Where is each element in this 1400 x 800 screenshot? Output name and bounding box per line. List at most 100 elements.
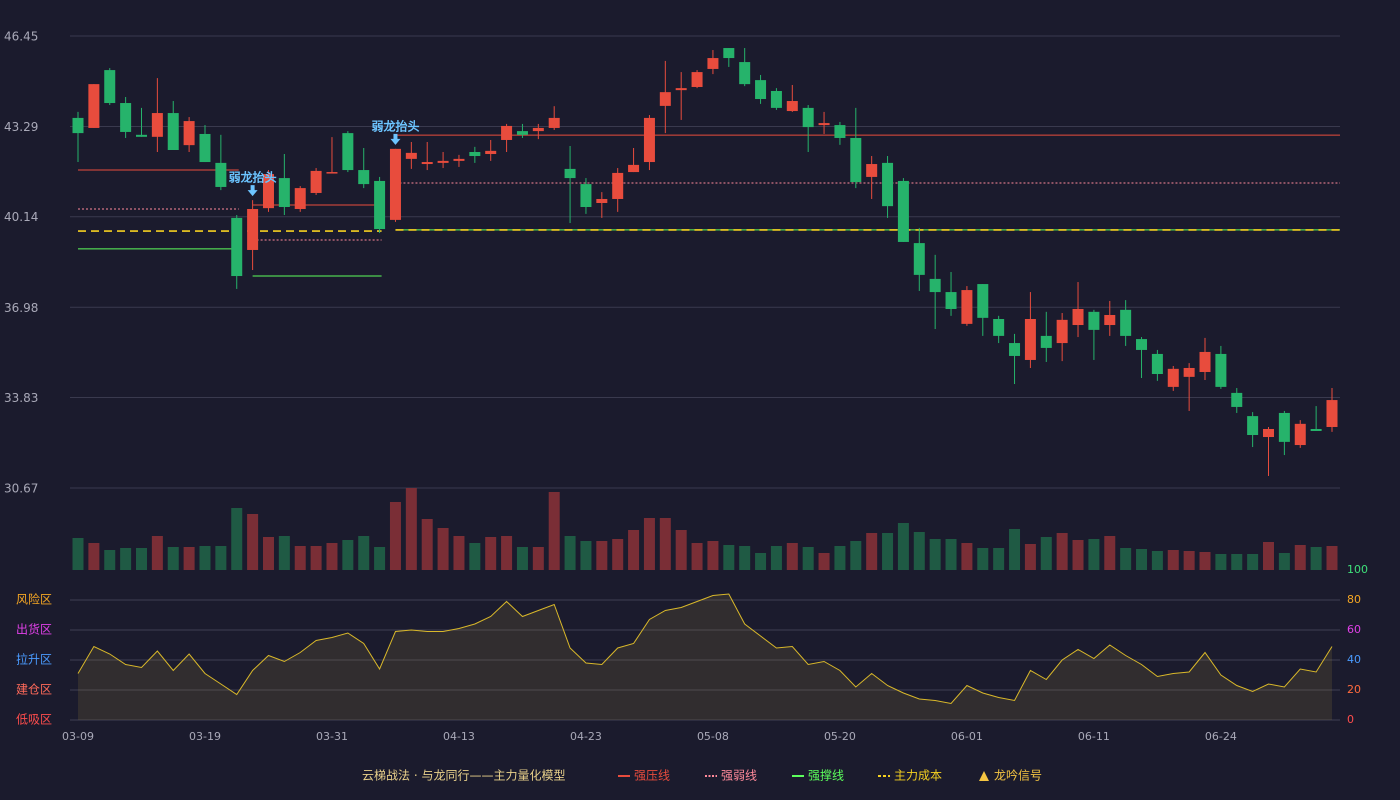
- candle-body: [342, 133, 354, 171]
- zone-label: 拉升区: [16, 652, 52, 667]
- y2-tick-label: 20: [1347, 683, 1361, 696]
- volume-bar: [215, 546, 227, 570]
- volume-bar: [628, 530, 640, 570]
- candle-body: [389, 148, 401, 220]
- volume-bar: [501, 536, 513, 570]
- x-tick-label: 04-13: [443, 730, 475, 743]
- candle-body: [1024, 319, 1036, 360]
- zone-label: 低吸区: [16, 713, 52, 727]
- volume-bar: [612, 539, 624, 570]
- candle-body: [120, 103, 132, 132]
- volume-bar: [1310, 547, 1322, 570]
- volume-bar: [278, 536, 290, 570]
- volume-bar: [882, 533, 894, 570]
- volume-bar: [1215, 554, 1227, 570]
- volume-bar: [516, 547, 528, 570]
- candle-body: [1263, 428, 1275, 438]
- candle-body: [707, 58, 719, 69]
- zone-label: 建仓区: [16, 683, 52, 697]
- candle-body: [961, 290, 973, 324]
- candle-body: [294, 188, 306, 210]
- candle-body: [485, 150, 497, 155]
- candle-body: [691, 72, 703, 87]
- candle-body: [437, 160, 449, 163]
- candle-body: [1215, 353, 1227, 387]
- x-tick-label: 05-08: [697, 730, 729, 743]
- candle-body: [834, 125, 846, 138]
- volume-bar: [326, 543, 338, 570]
- candle-body: [88, 84, 100, 128]
- candle-body: [374, 180, 386, 230]
- volume-bar: [310, 546, 322, 570]
- volume-bar: [374, 547, 386, 570]
- candle-body: [1183, 367, 1195, 377]
- candle-body: [739, 62, 751, 85]
- y2-tick-label: 0: [1347, 713, 1354, 726]
- annotation-arrow: [247, 185, 258, 197]
- candle-body: [1009, 343, 1021, 356]
- candle-body: [580, 184, 592, 208]
- candle-body: [913, 243, 925, 275]
- volume-bar: [1104, 536, 1116, 570]
- candle-body: [882, 162, 894, 207]
- candle-body: [659, 92, 671, 106]
- volume-bar: [405, 488, 417, 570]
- volume-bar: [294, 546, 306, 570]
- candle-body: [548, 117, 560, 128]
- volume-bar: [1024, 544, 1036, 570]
- volume-bar: [135, 548, 147, 570]
- candle-body: [1056, 319, 1068, 344]
- x-tick-label: 03-09: [62, 730, 94, 743]
- candle-body: [770, 90, 782, 108]
- volume-bar: [262, 537, 274, 570]
- candle-body: [1231, 392, 1243, 407]
- volume-bar: [564, 536, 576, 570]
- volume-bar: [389, 502, 401, 570]
- x-tick-label: 04-23: [570, 730, 602, 743]
- candle-body: [1310, 428, 1322, 431]
- volume-bar: [850, 541, 862, 570]
- candle-body: [405, 152, 417, 159]
- y2-tick-label: 40: [1347, 653, 1361, 666]
- volume-bar: [1040, 537, 1052, 570]
- volume-bar: [532, 547, 544, 570]
- candle-body: [643, 117, 655, 163]
- y-tick-label: 36.98: [4, 301, 38, 315]
- candle-body: [326, 172, 338, 174]
- y2-tick-label: 100: [1347, 563, 1368, 576]
- y-tick-label: 33.83: [4, 391, 38, 405]
- legend-label: 强弱线: [721, 769, 757, 783]
- candle-body: [1104, 314, 1116, 326]
- candle-body: [802, 107, 814, 128]
- candle-body: [897, 180, 909, 242]
- volume-bar: [1278, 553, 1290, 570]
- y2-tick-label: 80: [1347, 593, 1361, 606]
- volume-bar: [1009, 529, 1021, 570]
- volume-bar: [596, 541, 608, 570]
- volume-bar: [342, 540, 354, 570]
- candle-body: [1072, 308, 1084, 326]
- candle-body: [262, 174, 274, 209]
- volume-bar: [1199, 552, 1211, 570]
- volume-bar: [485, 537, 497, 570]
- volume-bar: [1183, 551, 1195, 570]
- volume-bar: [88, 543, 100, 570]
- x-tick-label: 06-01: [951, 730, 983, 743]
- volume-bar: [453, 536, 465, 570]
- candle-body: [1278, 412, 1290, 442]
- volume-bar: [834, 546, 846, 570]
- volume-bar: [247, 514, 259, 570]
- candle-body: [310, 170, 322, 193]
- volume-bar: [739, 546, 751, 570]
- annotation-text: 弱龙抬头: [371, 118, 419, 133]
- volume-bar: [770, 546, 782, 570]
- volume-bar: [945, 539, 957, 570]
- candle-body: [1247, 416, 1259, 436]
- volume-bar: [1167, 550, 1179, 570]
- y-tick-label: 46.45: [4, 30, 38, 44]
- candle-body: [1151, 353, 1163, 374]
- candle-body: [612, 172, 624, 199]
- candle-body: [866, 164, 878, 177]
- candle-body: [183, 121, 195, 146]
- candle-body: [945, 292, 957, 309]
